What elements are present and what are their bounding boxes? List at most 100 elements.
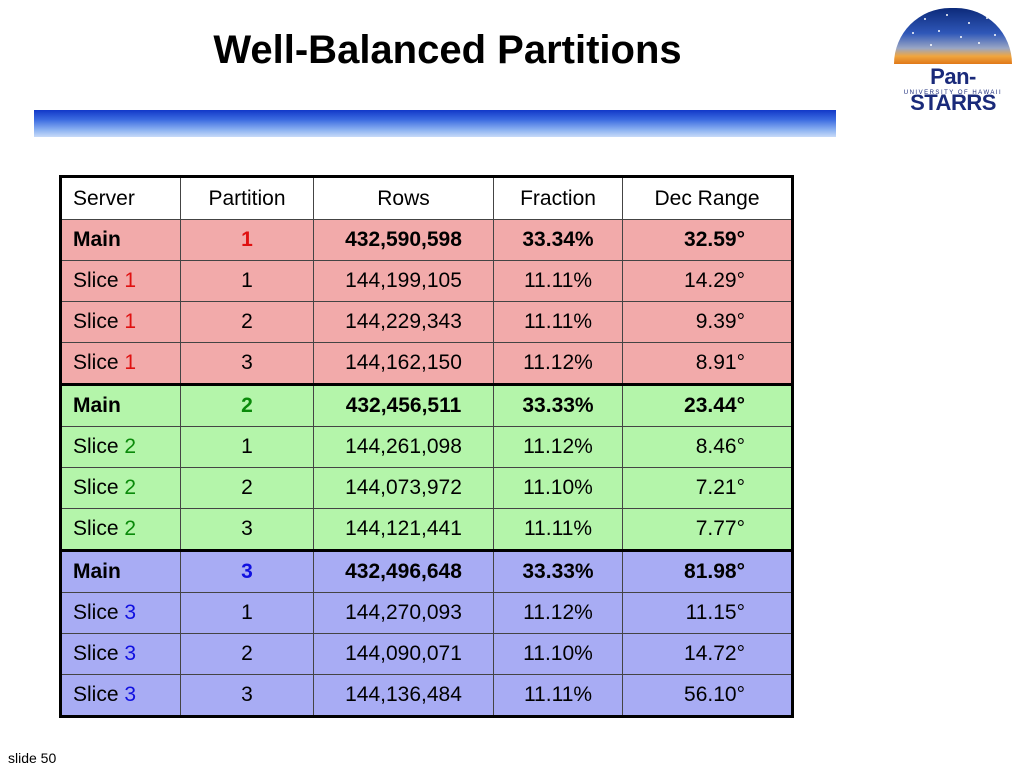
table-row: Main 3 432,496,648 33.33% 81.98° <box>61 549 792 593</box>
cell-fraction: 11.10% <box>493 467 623 509</box>
table-row: Slice 2 2 144,073,972 11.10% 7.21° <box>61 467 792 509</box>
cell-rows: 144,229,343 <box>313 301 494 343</box>
cell-partition: 1 <box>180 219 314 261</box>
cell-server: Slice 1 <box>61 342 181 385</box>
cell-rows: 144,073,972 <box>313 467 494 509</box>
slide-number: slide 50 <box>8 750 57 766</box>
cell-rows: 144,270,093 <box>313 592 494 634</box>
cell-fraction: 11.12% <box>493 592 623 634</box>
title-gradient-bar <box>34 110 836 137</box>
server-label: Slice <box>73 269 125 292</box>
cell-partition: 1 <box>180 426 314 468</box>
server-label: Slice <box>73 310 125 333</box>
cell-fraction: 11.11% <box>493 674 623 716</box>
cell-partition: 3 <box>180 549 314 593</box>
cell-rows: 432,590,598 <box>313 219 494 261</box>
cell-rows: 432,496,648 <box>313 549 494 593</box>
server-number: 1 <box>124 310 137 333</box>
table-row: Slice 1 2 144,229,343 11.11% 9.39° <box>61 301 792 343</box>
header-dec-range: Dec Range <box>622 177 792 220</box>
cell-rows: 144,199,105 <box>313 260 494 302</box>
cell-dec-range: 8.91° <box>622 342 792 385</box>
cell-dec-range: 8.46° <box>622 426 792 468</box>
cell-rows: 432,456,511 <box>313 383 494 427</box>
cell-partition: 1 <box>180 592 314 634</box>
cell-server: Slice 1 <box>61 260 181 302</box>
table-row: Slice 2 3 144,121,441 11.11% 7.77° <box>61 508 792 551</box>
table-row: Slice 3 3 144,136,484 11.11% 56.10° <box>61 674 792 716</box>
server-label: Slice <box>73 642 125 665</box>
server-number: 1 <box>124 351 137 374</box>
server-number: 2 <box>124 476 137 499</box>
cell-dec-range: 14.72° <box>622 633 792 675</box>
cell-rows: 144,162,150 <box>313 342 494 385</box>
server-label: Slice <box>73 517 125 540</box>
slide-title: Well-Balanced Partitions <box>213 28 682 72</box>
header-rows: Rows <box>313 177 494 220</box>
header-partition: Partition <box>180 177 314 220</box>
logo-sky-dome <box>894 8 1012 64</box>
cell-server: Slice 3 <box>61 674 181 716</box>
table-row: Main 2 432,456,511 33.33% 23.44° <box>61 383 792 427</box>
logo-subtitle: UNIVERSITY OF HAWAII <box>903 90 1003 96</box>
cell-partition: 2 <box>180 383 314 427</box>
cell-server: Slice 3 <box>61 592 181 634</box>
cell-partition: 2 <box>180 467 314 509</box>
cell-server: Slice 3 <box>61 633 181 675</box>
server-number: 3 <box>124 601 137 624</box>
server-label: Main <box>73 394 121 417</box>
cell-partition: 3 <box>180 674 314 716</box>
cell-rows: 144,136,484 <box>313 674 494 716</box>
cell-fraction: 33.34% <box>493 219 623 261</box>
cell-server: Main <box>61 549 181 593</box>
cell-fraction: 11.11% <box>493 508 623 551</box>
table-row: Main 1 432,590,598 33.34% 32.59° <box>61 219 792 261</box>
cell-partition: 1 <box>180 260 314 302</box>
cell-server: Slice 2 <box>61 508 181 551</box>
pan-starrs-logo: Pan-STARRS UNIVERSITY OF HAWAII <box>890 6 1012 115</box>
server-number: 2 <box>124 435 137 458</box>
server-number: 3 <box>124 683 137 706</box>
header-fraction: Fraction <box>493 177 623 220</box>
cell-partition: 3 <box>180 342 314 385</box>
cell-fraction: 33.33% <box>493 549 623 593</box>
table-header-row: Server Partition Rows Fraction Dec Range <box>61 177 792 220</box>
cell-dec-range: 32.59° <box>622 219 792 261</box>
server-label: Slice <box>73 601 125 624</box>
cell-dec-range: 81.98° <box>622 549 792 593</box>
table-row: Slice 1 3 144,162,150 11.12% 8.91° <box>61 342 792 385</box>
cell-dec-range: 23.44° <box>622 383 792 427</box>
server-number: 2 <box>124 517 137 540</box>
table-row: Slice 3 1 144,270,093 11.12% 11.15° <box>61 592 792 634</box>
cell-server: Slice 2 <box>61 467 181 509</box>
cell-partition: 2 <box>180 633 314 675</box>
cell-partition: 2 <box>180 301 314 343</box>
logo-name: Pan-STARRS <box>910 64 996 115</box>
cell-fraction: 11.11% <box>493 260 623 302</box>
server-label: Slice <box>73 351 125 374</box>
table-row: Slice 3 2 144,090,071 11.10% 14.72° <box>61 633 792 675</box>
header-server: Server <box>61 177 181 220</box>
partitions-table: Server Partition Rows Fraction Dec Range… <box>59 175 794 718</box>
cell-fraction: 11.12% <box>493 342 623 385</box>
cell-dec-range: 11.15° <box>622 592 792 634</box>
cell-server: Main <box>61 383 181 427</box>
cell-dec-range: 9.39° <box>622 301 792 343</box>
table-row: Slice 1 1 144,199,105 11.11% 14.29° <box>61 260 792 302</box>
server-label: Main <box>73 560 121 583</box>
cell-dec-range: 56.10° <box>622 674 792 716</box>
cell-rows: 144,090,071 <box>313 633 494 675</box>
cell-rows: 144,261,098 <box>313 426 494 468</box>
server-label: Slice <box>73 683 125 706</box>
cell-fraction: 33.33% <box>493 383 623 427</box>
cell-dec-range: 7.21° <box>622 467 792 509</box>
cell-fraction: 11.11% <box>493 301 623 343</box>
server-number: 3 <box>124 642 137 665</box>
cell-server: Main <box>61 219 181 261</box>
cell-partition: 3 <box>180 508 314 551</box>
server-number: 1 <box>124 269 137 292</box>
table-row: Slice 2 1 144,261,098 11.12% 8.46° <box>61 426 792 468</box>
server-label: Main <box>73 228 121 251</box>
server-label: Slice <box>73 476 125 499</box>
cell-rows: 144,121,441 <box>313 508 494 551</box>
